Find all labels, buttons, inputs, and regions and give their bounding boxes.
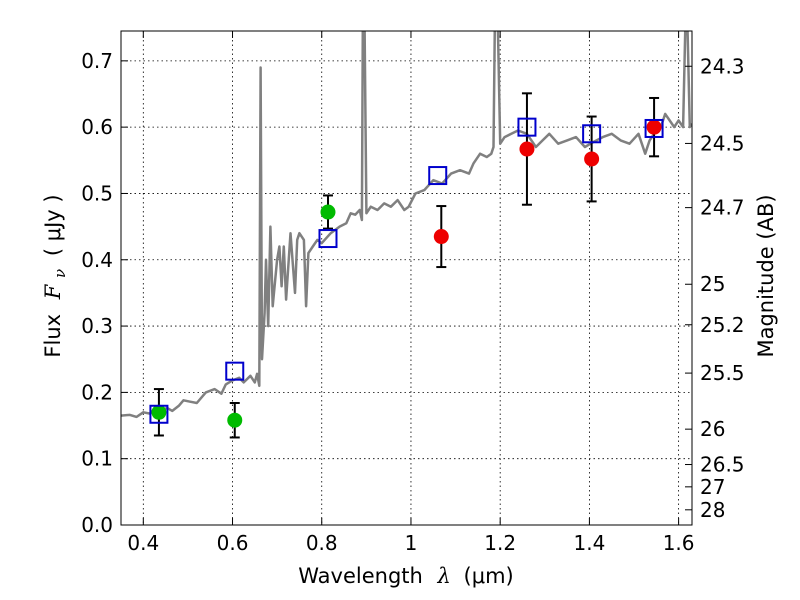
axis-ticks: 0.4 0.6 0.8 1 1.2 1.4 1.6 0.0 0.1 0.2 0.3 0.4 0.5 0.6…	[81, 31, 745, 555]
model-photometry-point	[149, 404, 169, 424]
observed-flux-point	[227, 412, 243, 428]
model-photometry-point	[225, 361, 245, 381]
model-spectrum	[121, 31, 692, 419]
x-tick-label: 1.4	[573, 531, 605, 555]
magnitude-tick-label: 25	[700, 272, 725, 296]
observed-flux-point	[519, 141, 535, 157]
magnitude-tick-label: 26.5	[700, 453, 745, 477]
magnitude-tick-label: 25.2	[700, 313, 745, 337]
y-axis-title-math-sub: ν	[51, 269, 69, 278]
y-axis-title-math: F	[41, 283, 65, 300]
y-tick-label: 0.5	[81, 181, 113, 205]
model-photometry-point	[318, 229, 338, 249]
y-tick-label: 0.6	[81, 115, 113, 139]
observed-flux-point	[151, 404, 167, 420]
x-axis-title-math: λ	[437, 564, 451, 588]
model-spectrum-line	[121, 31, 692, 419]
plot-area-frame	[120, 30, 693, 526]
y-tick-label: 0.0	[81, 513, 113, 537]
observed-flux-point	[646, 119, 662, 135]
y-tick-label: 0.1	[81, 447, 113, 471]
grid	[121, 31, 692, 526]
x-axis-title-unit: (μm)	[464, 564, 514, 588]
x-tick-label: 0.6	[217, 531, 249, 555]
y-tick-label: 0.7	[81, 49, 113, 73]
magnitude-tick-label: 25.5	[700, 361, 745, 385]
x-tick-label: 0.4	[127, 531, 159, 555]
x-axis-title: Wavelength λ (μm)	[298, 564, 513, 588]
magnitude-tick-label: 27	[700, 475, 725, 499]
magnitude-tick-label: 24.3	[700, 54, 745, 78]
magnitude-tick-label: 28	[700, 498, 725, 522]
observed-flux-point	[584, 151, 600, 167]
model-photometry-point	[582, 124, 602, 144]
data-points	[149, 92, 664, 439]
y-tick-label: 0.3	[81, 314, 113, 338]
model-photometry-point	[517, 117, 537, 137]
y-tick-label: 0.2	[81, 380, 113, 404]
model-photometry-point	[428, 166, 448, 186]
magnitude-axis-title: Magnitude (AB)	[754, 194, 778, 357]
x-tick-label: 1.6	[663, 531, 695, 555]
y-tick-label: 0.4	[81, 248, 113, 272]
observed-flux-point	[433, 229, 449, 245]
model-photometry-point	[644, 118, 664, 138]
x-axis-title-text: Wavelength	[298, 564, 423, 588]
magnitude-tick-label: 24.7	[700, 196, 745, 220]
y-axis-title-unit: ( μJy )	[41, 194, 65, 256]
observed-flux-point	[320, 204, 336, 220]
x-tick-label: 1.2	[484, 531, 516, 555]
magnitude-tick-label: 24.5	[700, 131, 745, 155]
x-tick-label: 0.8	[306, 531, 338, 555]
y-axis-title-text: Flux	[41, 314, 65, 358]
magnitude-tick-label: 26	[700, 417, 725, 441]
x-tick-label: 1	[405, 531, 418, 555]
y-axis-title: Flux F ν ( μJy )	[41, 194, 70, 357]
